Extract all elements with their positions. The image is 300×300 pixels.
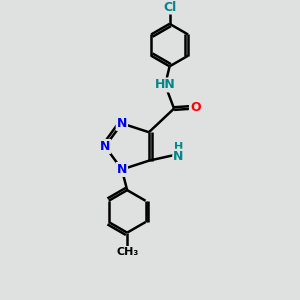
Text: O: O xyxy=(190,100,201,114)
Text: CH₃: CH₃ xyxy=(116,247,138,257)
Text: N: N xyxy=(173,150,184,163)
Text: Cl: Cl xyxy=(163,1,176,13)
Text: HN: HN xyxy=(155,79,176,92)
Text: N: N xyxy=(117,163,127,176)
Text: N: N xyxy=(100,140,110,153)
Text: H: H xyxy=(174,142,183,152)
Text: N: N xyxy=(117,117,127,130)
